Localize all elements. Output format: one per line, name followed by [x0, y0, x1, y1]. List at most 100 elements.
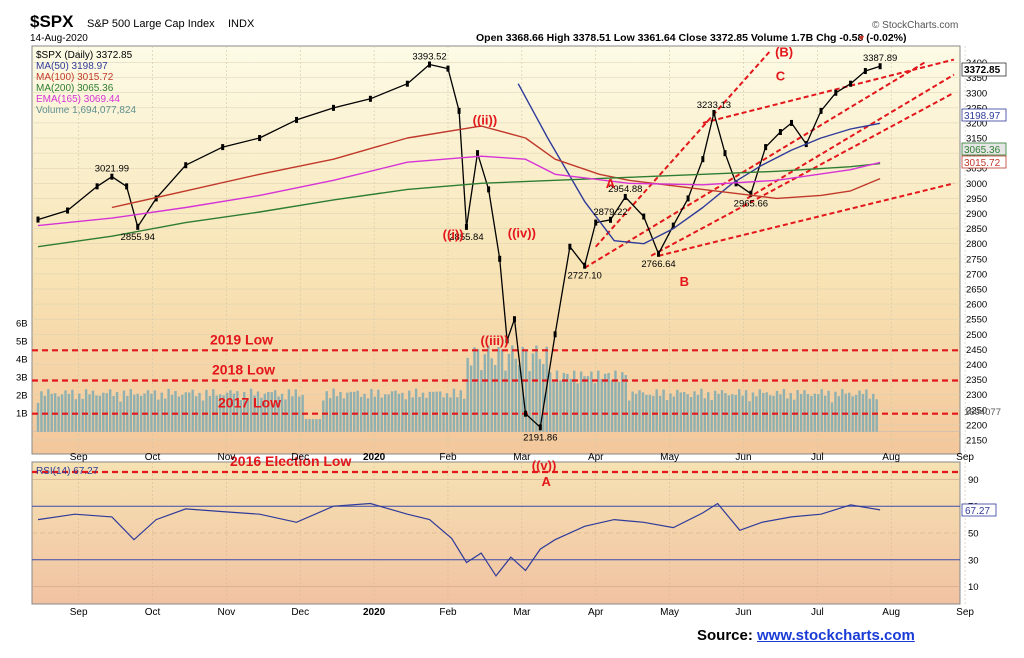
volume-bar: [346, 392, 349, 432]
volume-bar: [304, 419, 308, 432]
volume-bar: [480, 370, 483, 432]
badge-ma50: 3198.97: [964, 111, 1001, 122]
price-point-labels: 3393.52 3021.99 2855.94 2855.84 2191.86 2879.…: [95, 52, 898, 444]
volume-bar: [143, 393, 146, 432]
chg-arrow: ▼: [857, 33, 866, 43]
x-tick-label: Sep: [70, 452, 88, 463]
x-tick-label: Mar: [513, 452, 531, 463]
legend-ma200: MA(200) 3065.36: [36, 83, 114, 94]
volume-bar: [236, 391, 239, 432]
y-tick-label: 3300: [966, 88, 987, 99]
price-candle: [295, 116, 299, 123]
volume-bar: [322, 400, 325, 432]
trendline: [702, 58, 955, 124]
volume-bar: [744, 390, 748, 432]
wave-label: ((i)): [443, 227, 464, 242]
volume-bar: [394, 390, 397, 432]
price-candle: [258, 135, 262, 142]
volume-bar: [538, 359, 542, 432]
volume-bar: [658, 395, 662, 432]
x-tick-label: Feb: [439, 607, 457, 618]
source-link[interactable]: www.stockcharts.com: [757, 627, 915, 644]
y-tick-label: 3200: [966, 118, 987, 129]
exchange: INDX: [228, 18, 255, 30]
legend: $SPX (Daily) 3372.85 MA(50) 3198.97 MA(1…: [36, 50, 137, 116]
series-line-ma100: [111, 125, 881, 209]
price-candle: [505, 337, 509, 344]
price-candle: [405, 80, 409, 87]
price-candle: [110, 173, 114, 180]
volume-bar: [868, 398, 872, 432]
volume-bar: [679, 392, 682, 432]
volume-bar: [349, 391, 352, 432]
volume-bar: [184, 392, 188, 432]
volume-bar: [703, 398, 707, 432]
volume-bar: [78, 393, 81, 432]
price-candle: [701, 156, 705, 163]
volume-bar: [397, 393, 401, 432]
volume-bar: [820, 389, 823, 432]
point-label: 2855.94: [121, 232, 155, 243]
volume-bar: [246, 398, 249, 432]
volume-bar: [758, 389, 762, 432]
volume-bar: [57, 396, 60, 432]
x-tick-label: 2020: [363, 607, 386, 618]
volume-bar: [115, 392, 119, 432]
volume-bar: [586, 376, 590, 432]
symbol-title: $SPX: [30, 12, 74, 31]
volume-bar: [40, 391, 43, 432]
trendline: [594, 51, 771, 248]
volume-bar: [768, 395, 772, 432]
x-tick-label: Jun: [735, 452, 751, 463]
badge-ma200: 3065.36: [964, 145, 1001, 156]
x-tick-label: Dec: [291, 607, 309, 618]
wave-label: ((ii)): [473, 112, 498, 127]
volume-bar: [239, 400, 242, 432]
support-label: 2018 Low: [212, 361, 275, 377]
price-series: [36, 61, 882, 431]
volume-bar: [445, 393, 449, 432]
support-levels: 2019 Low 2018 Low 2017 Low 2016 Election Lo…: [32, 331, 960, 474]
volume-bar: [837, 396, 841, 432]
volume-bar: [497, 347, 500, 432]
price-candle: [609, 216, 612, 223]
volume-bar: [177, 396, 181, 432]
volume-bar: [655, 389, 658, 432]
y-tick-label: 2650: [966, 285, 987, 296]
volume-bar: [738, 389, 741, 432]
legend-ma50: MA(50) 3198.97: [36, 61, 108, 72]
rsi-tick-label: 50: [968, 529, 979, 540]
badge-ma100: 3015.72: [964, 158, 1001, 169]
price-candle: [712, 109, 716, 116]
volume-bar: [669, 393, 672, 432]
volume-bar: [84, 389, 88, 432]
volume-bar: [518, 364, 521, 432]
volume-bar: [665, 400, 669, 432]
volume-bar: [53, 393, 57, 432]
volume-bar: [628, 400, 631, 432]
volume-bar: [401, 392, 404, 432]
volume-bar: [328, 398, 332, 432]
volume-bar: [243, 391, 246, 432]
volume-bar: [487, 345, 490, 432]
price-candle: [464, 223, 468, 230]
price-candle: [125, 183, 129, 190]
volume-bar: [552, 381, 555, 432]
volume-bar: [535, 345, 538, 432]
price-candle: [428, 61, 432, 68]
volume-bar: [167, 388, 170, 432]
volume-bar: [380, 397, 383, 432]
volume-bar: [841, 389, 844, 432]
volume-bar: [683, 391, 686, 432]
price-candle: [457, 107, 461, 114]
point-label: 2954.88: [608, 184, 642, 195]
chart-header: $SPX S&P 500 Large Cap Index INDX 14-Aug…: [30, 12, 958, 44]
volume-bar: [834, 391, 837, 432]
volume-bar: [36, 402, 40, 432]
x-tick-label: Dec: [291, 452, 309, 463]
volume-tick-label: 1B: [16, 409, 28, 420]
volume-bar: [610, 380, 614, 432]
y-tick-label: 2500: [966, 330, 987, 341]
